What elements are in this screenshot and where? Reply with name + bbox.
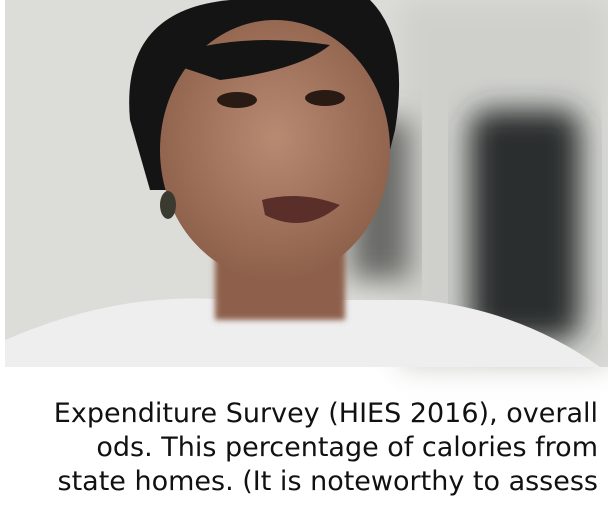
text-line: ods. This percentage of calories from (96, 432, 598, 463)
blurred-object (470, 110, 580, 340)
text-line: state homes. (It is noteworthy to assess (58, 466, 598, 497)
page: Expenditure Survey (HIES 2016), overall … (0, 0, 608, 511)
text-line: Expenditure Survey (HIES 2016), overall (54, 398, 598, 429)
video-frame (5, 0, 608, 367)
